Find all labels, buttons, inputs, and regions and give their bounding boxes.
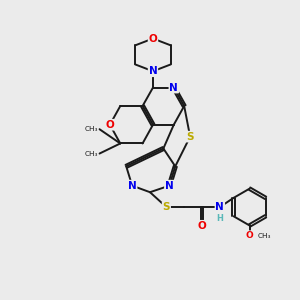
Text: N: N: [165, 181, 174, 191]
Text: S: S: [163, 202, 170, 212]
Text: CH₃: CH₃: [85, 126, 98, 132]
Text: O: O: [198, 221, 206, 231]
Text: H: H: [216, 214, 223, 224]
Text: O: O: [246, 231, 254, 240]
Text: S: S: [186, 132, 194, 142]
Text: CH₃: CH₃: [258, 232, 272, 238]
Text: O: O: [106, 120, 114, 130]
Text: N: N: [215, 202, 224, 212]
Text: N: N: [169, 82, 178, 93]
Text: O: O: [148, 34, 157, 44]
Text: N: N: [148, 66, 157, 76]
Text: CH₃: CH₃: [85, 151, 98, 157]
Text: N: N: [128, 181, 136, 191]
